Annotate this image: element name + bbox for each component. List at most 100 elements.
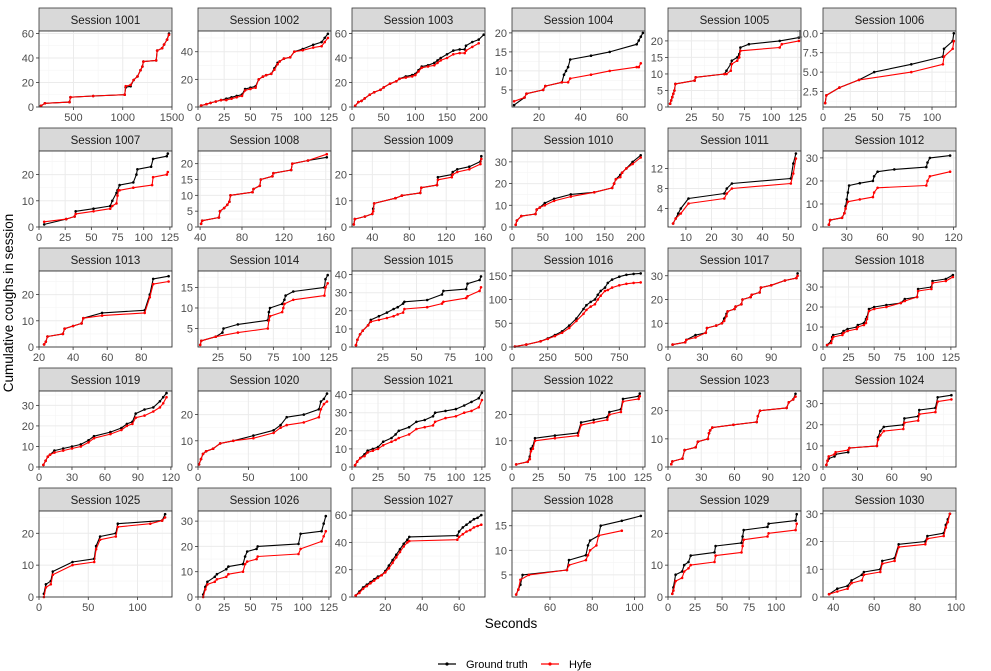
data-point-hyfe [241,570,245,573]
plot-background [512,511,645,597]
data-point-hyfe [69,95,72,99]
facet-panel: Session 1027 20 40 60 0 20 40 60 [335,487,486,614]
data-point-ground-truth [879,429,882,433]
data-point-ground-truth [401,302,405,305]
data-point-hyfe [792,172,795,175]
data-point-ground-truth [406,538,409,541]
data-point-hyfe [214,335,217,339]
data-point-hyfe [322,535,326,538]
data-point-hyfe [141,65,144,68]
facet-strip-label: Session 1024 [855,375,925,387]
data-point-ground-truth [713,551,716,554]
data-point-hyfe [638,394,642,398]
data-point-hyfe [407,433,411,436]
data-point-hyfe [366,324,370,327]
data-point-hyfe [440,302,444,305]
data-point-ground-truth [206,580,209,584]
x-tick-label: 50 [868,352,880,364]
panel-border [822,510,957,598]
y-tick-label: 20 [495,410,507,422]
data-point-hyfe [619,175,622,179]
data-point-ground-truth [641,31,645,35]
data-point-hyfe [610,186,614,190]
data-point-hyfe [796,274,799,278]
y-tick-label: 0 [657,592,663,604]
data-point-hyfe [116,525,120,529]
data-point-hyfe [825,463,828,467]
facet-panel: Session 1011 10 20 30 40 50 4 8 12 [651,127,802,244]
data-point-ground-truth [586,544,590,547]
facet-panel: Session 1012 30 60 90 120 0 10 20 30 [806,127,963,244]
x-tick-label: 0 [820,352,826,364]
series-line-hyfe [515,530,622,595]
x-tick-label: 50 [378,112,390,124]
x-tick-label: 40 [574,112,586,124]
panel-border [511,270,646,348]
data-point-hyfe [74,212,77,216]
data-point-hyfe [740,303,743,306]
facet-panel: Session 1013 20 40 60 80 0 10 20 [22,247,173,364]
data-point-hyfe [243,562,247,566]
x-tick-label: 50 [82,602,94,614]
y-tick-label: 10 [335,196,347,208]
data-point-hyfe [741,544,744,548]
data-point-ground-truth [639,35,643,38]
data-point-hyfe [477,42,481,45]
data-point-hyfe [632,281,635,285]
data-point-hyfe [118,189,121,192]
data-point-hyfe [931,281,934,285]
data-point-ground-truth [241,562,245,566]
data-point-hyfe [625,167,628,170]
y-tick-label: 30 [806,282,818,294]
y-tick-label: 0 [28,102,34,114]
data-point-hyfe [936,400,939,403]
data-point-hyfe [397,436,401,440]
data-point-hyfe [80,322,83,325]
x-tick-label: 80 [236,232,248,244]
data-point-hyfe [635,65,638,69]
data-point-ground-truth [585,303,588,307]
data-point-hyfe [225,575,228,579]
data-point-hyfe [722,319,726,323]
data-point-hyfe [311,46,315,49]
x-tick-label: 100 [294,602,312,614]
series-line-hyfe [44,171,169,223]
data-point-hyfe [108,207,112,210]
x-tick-label: 0 [349,112,355,124]
data-point-hyfe [392,314,395,318]
data-point-hyfe [73,215,76,218]
data-point-hyfe [354,343,358,347]
x-tick-label: 100 [294,112,312,124]
data-point-hyfe [827,455,830,458]
plot-background [668,31,801,107]
data-point-ground-truth [407,425,411,429]
y-tick-label: 5 [187,324,193,336]
facet-strip-label: Session 1026 [230,495,300,507]
data-point-ground-truth [151,277,155,281]
data-point-hyfe [706,437,710,441]
data-point-hyfe [714,324,718,327]
data-point-hyfe [514,223,517,227]
data-point-ground-truth [439,56,443,60]
data-point-hyfe [466,295,469,298]
data-point-hyfe [142,60,145,63]
data-point-hyfe [285,423,289,427]
data-point-hyfe [163,516,167,519]
y-tick-label: 20 [22,170,34,182]
facet-strip-label: Session 1015 [384,255,454,267]
data-point-hyfe [797,39,801,43]
data-point-ground-truth [543,201,547,205]
panel-border [511,30,646,108]
data-point-hyfe [358,591,361,595]
data-point-ground-truth [676,212,680,215]
x-tick-label: 100 [447,472,465,484]
data-point-hyfe [243,89,247,92]
data-point-hyfe [637,397,640,401]
data-point-hyfe [620,171,624,174]
data-point-hyfe [848,446,851,450]
data-point-hyfe [639,62,643,65]
data-point-hyfe [670,462,673,466]
data-point-hyfe [729,69,733,72]
data-point-hyfe [876,438,880,441]
data-point-ground-truth [454,407,458,411]
